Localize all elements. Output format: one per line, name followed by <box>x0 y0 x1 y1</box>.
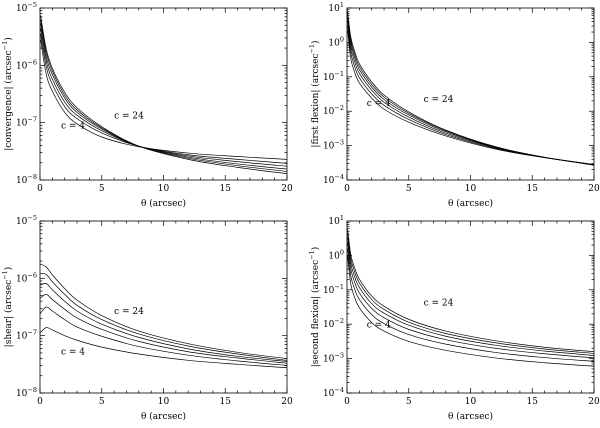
second-flexion-panel: 0 5 10 15 20 10−4 10−3 10−2 10−1 100 101 θ (arcsec)… <box>308 214 600 422</box>
y-tick-label: 10−4 <box>323 386 344 399</box>
y-tick-label: 10−2 <box>323 317 344 330</box>
series-line <box>40 28 288 167</box>
series-line <box>347 248 595 362</box>
y-tick-label: 10−3 <box>323 139 344 152</box>
series-line <box>347 25 595 165</box>
x-tick-label: 0 <box>344 397 350 407</box>
x-axis-label: θ (arcsec) <box>448 411 493 422</box>
series-line <box>347 255 595 367</box>
x-tick-label: 20 <box>588 397 600 407</box>
y-tick-label: 10−2 <box>323 104 344 117</box>
first-flexion-panel: 0 5 10 15 20 10−4 10−3 10−2 10−1 100 101 θ (arcsec)… <box>308 1 600 209</box>
series-line <box>39 282 288 362</box>
x-axis-label: θ (arcsec) <box>141 411 186 422</box>
x-tick-label: 10 <box>465 184 477 194</box>
series-line <box>40 19 288 172</box>
y-tick-label: 10−5 <box>16 214 37 227</box>
series-line <box>347 232 595 354</box>
y-tick-label: 101 <box>328 214 344 227</box>
series-line <box>347 237 595 356</box>
series-line <box>40 23 288 170</box>
y-tick-label: 10−3 <box>323 352 344 365</box>
plot-frame <box>346 220 595 394</box>
series-line <box>39 327 288 369</box>
shear-panel: 0 5 10 15 20 10−8 10−7 10−6 10−5 θ (arcsec) |shear… <box>1 214 293 422</box>
series-line <box>40 33 288 164</box>
series-line <box>39 306 288 366</box>
plot-frame <box>346 7 595 181</box>
x-tick-label: 5 <box>99 397 105 407</box>
y-tick-label: 10−4 <box>323 173 344 186</box>
y-tick-label: 100 <box>328 248 344 261</box>
x-tick-label: 15 <box>220 397 232 407</box>
plot-frame <box>39 7 288 181</box>
x-tick-label: 20 <box>588 184 600 194</box>
y-tick-label: 10−1 <box>323 283 344 296</box>
series-line <box>347 17 595 166</box>
plot-frame <box>39 220 288 394</box>
x-tick-label: 20 <box>281 184 293 194</box>
y-axis-label: |convergence| (arcsec−1) <box>1 37 14 150</box>
annotation-label: c = 24 <box>114 307 144 317</box>
annotation-label: c = 24 <box>114 112 144 122</box>
x-tick-label: 5 <box>406 184 412 194</box>
y-tick-label: 10−5 <box>16 1 37 14</box>
x-tick-label: 10 <box>158 184 170 194</box>
annotation-label: c = 4 <box>367 321 391 331</box>
annotation-label: c = 24 <box>424 298 454 308</box>
x-tick-label: 0 <box>344 184 350 194</box>
x-tick-label: 15 <box>220 184 232 194</box>
x-tick-label: 20 <box>281 397 293 407</box>
series-line <box>347 242 595 359</box>
series-line <box>39 273 288 361</box>
x-axis-label: θ (arcsec) <box>141 198 186 209</box>
series-line <box>39 294 288 364</box>
y-axis-label: |second flexion| (arcsec−1) <box>308 247 321 368</box>
x-tick-label: 0 <box>37 397 43 407</box>
convergence-panel: 0 5 10 15 20 10−8 10−7 10−6 10−5 θ (arcsec) |conve… <box>1 1 293 209</box>
series-line <box>40 15 288 175</box>
y-tick-label: 10−1 <box>323 70 344 83</box>
y-tick-label: 10−6 <box>16 58 37 71</box>
series-line <box>40 39 288 160</box>
x-axis-label: θ (arcsec) <box>448 198 493 209</box>
x-tick-label: 15 <box>527 184 539 194</box>
series-line <box>39 263 288 359</box>
y-tick-label: 10−7 <box>16 116 37 129</box>
y-tick-label: 100 <box>328 35 344 48</box>
x-tick-label: 10 <box>158 397 170 407</box>
x-tick-label: 5 <box>99 184 105 194</box>
y-tick-label: 10−8 <box>16 173 37 186</box>
x-tick-label: 15 <box>527 397 539 407</box>
y-tick-label: 10−8 <box>16 386 37 399</box>
y-axis-label: |first flexion| (arcsec−1) <box>308 40 321 147</box>
y-tick-label: 10−6 <box>16 271 37 284</box>
x-tick-label: 5 <box>406 397 412 407</box>
annotation-label: c = 4 <box>61 121 85 131</box>
y-tick-label: 101 <box>328 1 344 14</box>
x-tick-label: 0 <box>37 184 43 194</box>
y-axis-label: |shear| (arcsec−1) <box>1 267 14 348</box>
series-line <box>347 229 595 353</box>
annotation-label: c = 4 <box>61 348 85 358</box>
annotation-label: c = 4 <box>367 99 391 109</box>
series-line <box>347 30 595 165</box>
x-tick-label: 10 <box>465 397 477 407</box>
annotation-label: c = 24 <box>424 95 454 105</box>
y-tick-label: 10−7 <box>16 329 37 342</box>
series-line <box>347 11 595 166</box>
